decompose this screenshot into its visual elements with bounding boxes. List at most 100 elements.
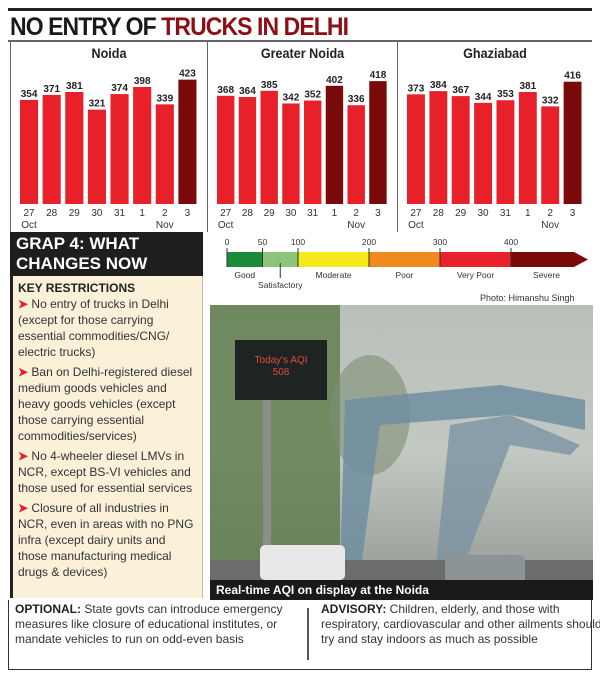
aqi-band-severe: [511, 252, 588, 267]
aqi-band: [369, 252, 440, 267]
bar: [541, 106, 560, 204]
advisory-note: ADVISORY: Children, elderly, and those w…: [321, 602, 600, 647]
restriction-item: ➤ No entry of trucks in Delhi (except fo…: [18, 296, 198, 360]
data-label: 353: [497, 89, 514, 100]
data-label: 381: [66, 81, 83, 92]
x-tick-label: 1: [332, 208, 338, 219]
bar: [65, 91, 84, 204]
data-label: 339: [156, 93, 173, 104]
data-label: 336: [348, 94, 365, 105]
restriction-item: ➤ Ban on Delhi-registered diesel medium …: [18, 364, 198, 444]
aqi-band-label: Moderate: [316, 270, 352, 280]
divider: [307, 608, 309, 660]
restriction-text: No entry of trucks in Delhi (except for …: [18, 297, 170, 359]
data-label: 371: [43, 84, 60, 95]
aqi-tick-label: 0: [225, 237, 230, 247]
month-label: Nov: [156, 220, 174, 231]
data-label: 352: [304, 90, 321, 101]
bar: [217, 95, 235, 204]
arrow-icon: ➤: [18, 449, 29, 463]
arrow-icon: ➤: [18, 365, 29, 379]
aqi-band-label: Severe: [533, 270, 560, 280]
aqi-tick-label: 50: [258, 237, 268, 247]
chart-greater-noida: Greater Noida 368 27 364 28 385 29 342 30 352 31 4…: [207, 42, 397, 232]
bar: [563, 81, 582, 204]
charts-row: Noida 354 27 371 28 381 29 321 30 374 31 398 1 339 2 4…: [8, 40, 592, 232]
x-tick-label: 28: [46, 208, 58, 219]
title-highlight: TRUCKS IN DELHI: [161, 13, 349, 41]
photo-caption: Real-time AQI on display at the Noida: [210, 580, 593, 600]
optional-text: State govts can introduce emergency meas…: [15, 602, 283, 646]
data-label: 332: [542, 95, 559, 106]
arrow-icon: ➤: [18, 501, 29, 515]
bar: [133, 86, 152, 204]
x-tick-label: 30: [91, 208, 103, 219]
bar: [87, 109, 106, 204]
month-label: Oct: [408, 220, 424, 231]
data-label: 381: [519, 81, 536, 92]
aqi-display-sign: Today's AQI 508: [235, 340, 327, 400]
bar: [238, 96, 257, 204]
advisory-text: Children, elderly, and those with respir…: [321, 602, 600, 646]
bar: [518, 91, 537, 204]
x-tick-label: 2: [353, 208, 359, 219]
data-label: 373: [408, 83, 425, 94]
x-tick-label: 31: [114, 208, 126, 219]
data-label: 364: [239, 86, 256, 97]
chart-noida: Noida 354 27 371 28 381 29 321 30 374 31 398 1 339 2 4…: [10, 42, 207, 232]
chart-svg: 354 27 371 28 381 29 321 30 374 31 398 1 339 2 423 3 Oct…: [20, 69, 197, 231]
bar: [474, 102, 493, 204]
aqi-band: [227, 252, 263, 267]
data-label: 342: [283, 92, 300, 103]
data-label: 367: [452, 85, 469, 96]
top-rule: [8, 8, 592, 11]
x-tick-label: 27: [220, 208, 232, 219]
data-label: 321: [89, 99, 106, 110]
chart-title: Greater Noida: [260, 45, 345, 61]
x-tick-label: 30: [285, 208, 297, 219]
data-label: 384: [430, 80, 447, 91]
photo: Today's AQI 508 Real-time AQI on display …: [210, 305, 593, 600]
title-part1: NO ENTRY OF: [10, 13, 162, 41]
bar: [178, 79, 197, 204]
month-label: Oct: [218, 220, 234, 231]
bar: [325, 85, 344, 204]
aqi-tick-label: 400: [504, 237, 518, 247]
key-restrictions-label: KEY RESTRICTIONS: [18, 281, 136, 295]
restrictions-box: KEY RESTRICTIONS ➤ No entry of trucks in…: [10, 276, 203, 598]
restriction-text: Ban on Delhi-registered diesel medium go…: [18, 365, 193, 443]
aqi-band-label: Good: [234, 270, 255, 280]
bar: [369, 81, 387, 204]
x-tick-label: 1: [525, 208, 531, 219]
bar: [347, 105, 365, 204]
month-label: Nov: [347, 220, 365, 231]
x-tick-label: 2: [162, 208, 168, 219]
restriction-item: ➤ Closure of all industries in NCR, even…: [18, 500, 198, 580]
x-tick-label: 29: [69, 208, 81, 219]
x-tick-label: 31: [500, 208, 512, 219]
aqi-band: [262, 252, 298, 267]
month-label: Nov: [541, 220, 559, 231]
data-label: 354: [21, 89, 38, 100]
aqi-band: [298, 252, 369, 267]
x-tick-label: 28: [433, 208, 445, 219]
data-label: 398: [134, 76, 151, 87]
aqi-band-label: Poor: [396, 270, 414, 280]
aqi-tick-label: 200: [362, 237, 376, 247]
notes: OPTIONAL: State govts can introduce emer…: [8, 600, 600, 670]
x-tick-label: 27: [410, 208, 422, 219]
sign-value: 508: [272, 367, 290, 378]
chart-title: Ghaziabad: [463, 45, 527, 61]
advisory-label: ADVISORY:: [321, 602, 387, 616]
bar: [110, 94, 129, 204]
aqi-tick-label: 100: [291, 237, 305, 247]
grap-heading: GRAP 4: WHAT CHANGES NOW: [10, 232, 203, 276]
sign-text: Today's AQI: [254, 355, 308, 366]
page-title: NO ENTRY OF TRUCKS IN DELHI: [10, 13, 349, 42]
restriction-item: ➤ No 4-wheeler diesel LMVs in NCR, excep…: [18, 448, 198, 496]
chart-title: Noida: [91, 45, 127, 61]
x-tick-label: 3: [185, 208, 191, 219]
aqi-band-label: Very Poor: [457, 270, 494, 280]
data-label: 385: [261, 80, 278, 91]
